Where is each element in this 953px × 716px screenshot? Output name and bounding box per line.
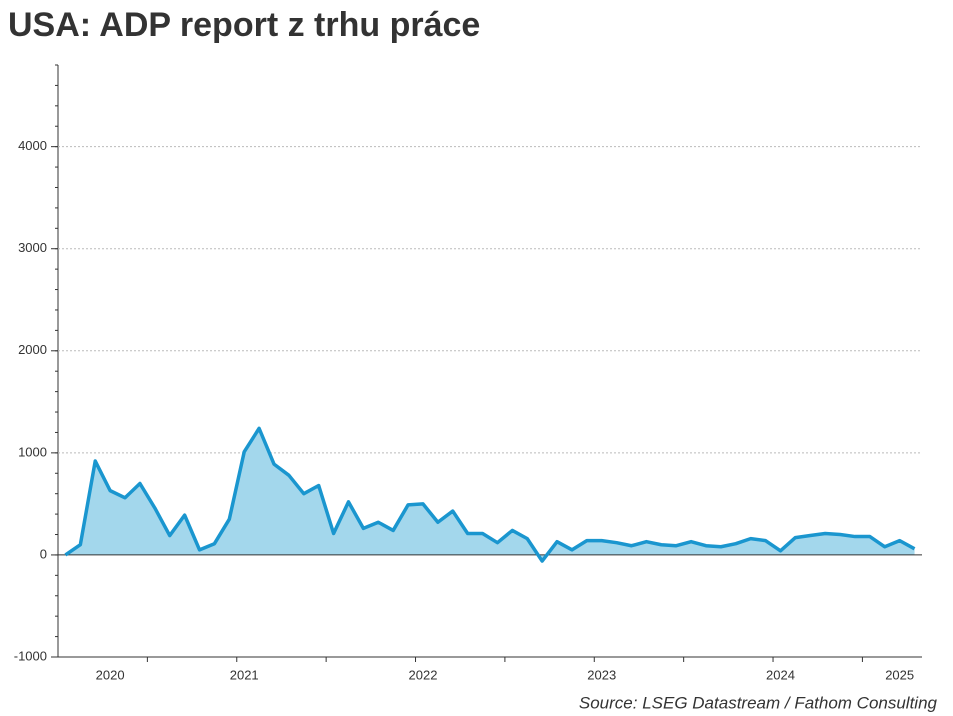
x-tick-label: 2022 (409, 667, 438, 682)
x-tick-label: 2020 (96, 667, 125, 682)
chart-title: USA: ADP report z trhu práce (8, 6, 480, 44)
x-tick-label: 2025 (885, 667, 914, 682)
x-tick-label: 2021 (230, 667, 259, 682)
line (64, 426, 916, 563)
area (65, 428, 915, 562)
source-note: Source: LSEG Datastream / Fathom Consult… (579, 693, 938, 712)
y-tick-label: 4000 (18, 138, 47, 153)
y-tick-label: -1000 (14, 648, 47, 663)
x-tick-label: 2023 (587, 667, 616, 682)
y-tick-label: 3000 (18, 240, 47, 255)
x-tick-label: 2024 (766, 667, 795, 682)
y-tick-label: 1000 (18, 444, 47, 459)
y-tick-label: 0 (40, 546, 47, 561)
y-tick-label: 2000 (18, 342, 47, 357)
